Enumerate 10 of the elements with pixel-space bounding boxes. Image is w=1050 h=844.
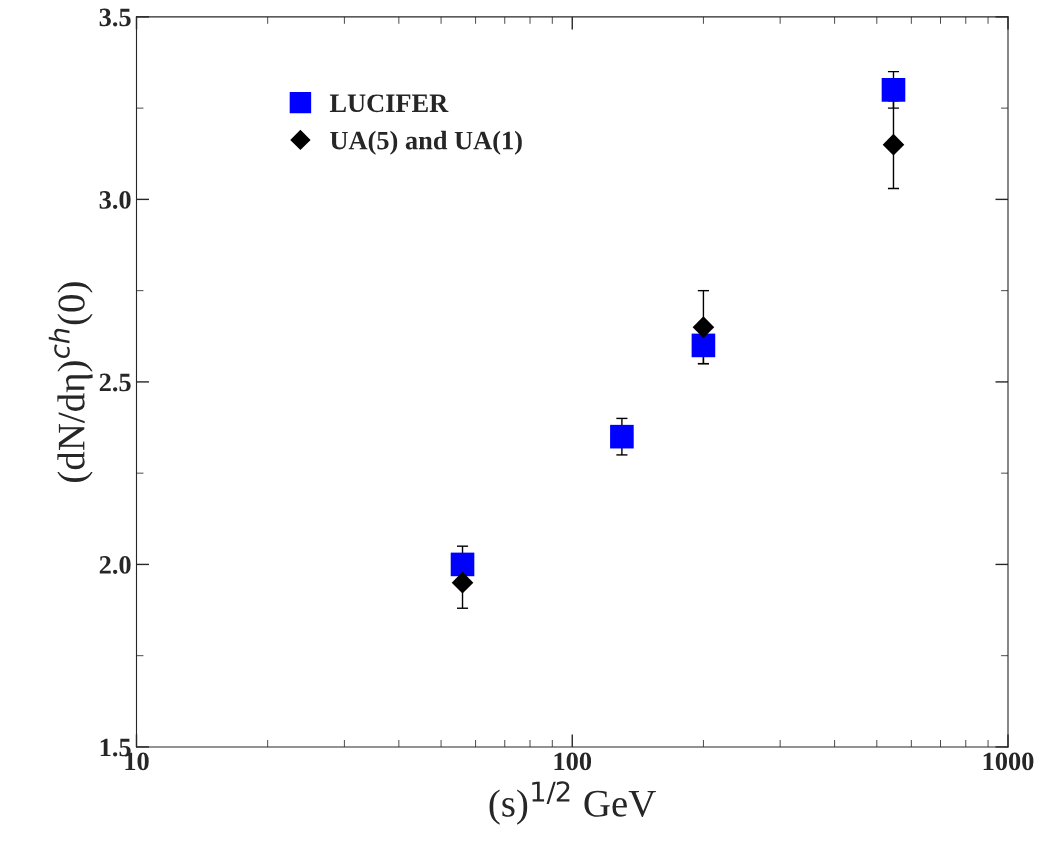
- y-tick-label: 2.0: [99, 556, 131, 574]
- legend-label: UA(5) and UA(1): [330, 130, 522, 155]
- y-tick-label: 3.0: [99, 191, 131, 209]
- x-axis-title: (s)$^{1/2}$ GeV: [489, 781, 656, 825]
- x-tick-label: 1000: [983, 752, 1034, 771]
- y-tick-label: 3.5: [99, 8, 131, 27]
- legend-label: LUCIFER: [329, 94, 449, 113]
- y-tick-label: 2.5: [99, 373, 131, 392]
- y-axis-title: (dN/dη)$^{ch}$(0): [48, 282, 93, 482]
- x-tick-label: 100: [554, 752, 592, 771]
